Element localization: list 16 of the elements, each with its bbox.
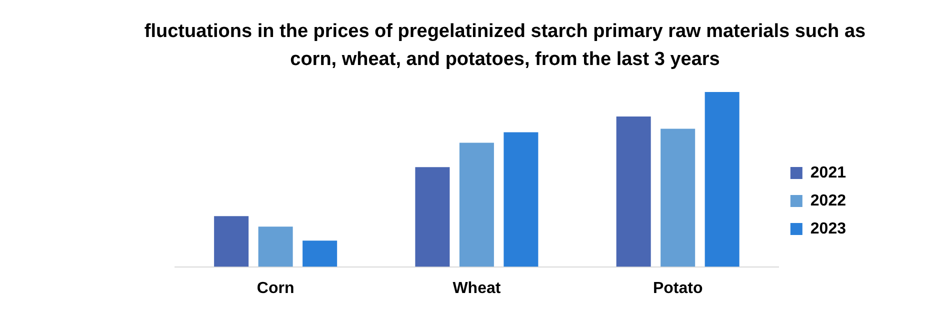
- legend-label: 2023: [810, 220, 846, 238]
- bar: [616, 116, 651, 267]
- x-tick-label: Wheat: [452, 280, 502, 297]
- bar: [214, 216, 249, 267]
- bar: [504, 132, 538, 267]
- legend-label: 2022: [810, 192, 846, 210]
- bar: [704, 92, 740, 267]
- bar: [660, 128, 696, 267]
- x-tick-label: Corn: [256, 280, 294, 297]
- bar: [258, 226, 293, 267]
- chart-title: fluctuations in the prices of pregelatinized starch primary raw materials such as corn, wheat, and potatoes, from the last 3 years: [143, 20, 867, 72]
- legend-label: 2021: [810, 164, 846, 182]
- bar: [459, 142, 494, 267]
- x-tick-label: Potato: [652, 280, 703, 297]
- bar: [302, 240, 338, 267]
- bar: [415, 167, 450, 267]
